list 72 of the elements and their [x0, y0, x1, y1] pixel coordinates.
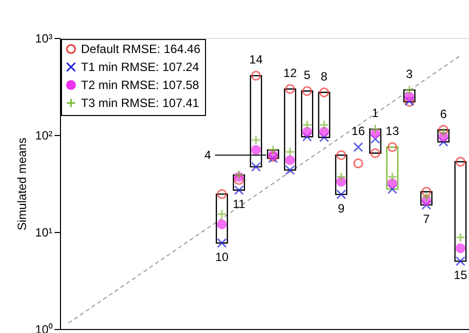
point	[404, 92, 414, 102]
point	[234, 185, 244, 196]
point	[319, 132, 330, 142]
point	[404, 85, 414, 95]
point	[387, 178, 398, 188]
annotation: 7	[423, 212, 430, 226]
point	[370, 148, 380, 158]
annotation: 5	[304, 68, 311, 82]
point	[319, 120, 330, 130]
bar	[420, 191, 432, 206]
annotation: 4	[204, 148, 212, 162]
y-tick-label: 10³	[35, 32, 53, 46]
legend-label: T1 min RMSE: 107.24	[81, 60, 200, 74]
point	[319, 87, 330, 98]
point	[216, 238, 227, 248]
point	[456, 156, 466, 167]
point	[251, 162, 261, 172]
point	[251, 145, 261, 155]
point	[438, 124, 448, 135]
bar	[454, 161, 467, 262]
annotation: 8	[320, 69, 328, 84]
legend-label: Default RMSE: 164.46	[81, 42, 201, 56]
point	[456, 232, 466, 242]
point	[370, 124, 380, 134]
point	[387, 142, 398, 152]
point	[251, 134, 261, 145]
point	[285, 155, 295, 166]
point	[456, 256, 466, 266]
legend-label: T2 min RMSE: 107.58	[81, 78, 200, 92]
bar	[335, 154, 348, 196]
point	[421, 186, 432, 197]
point	[285, 165, 295, 175]
point	[336, 176, 346, 187]
annotation: 3	[406, 67, 414, 81]
point	[387, 172, 398, 182]
annotation: 13	[386, 124, 400, 138]
bar	[216, 193, 228, 244]
point	[285, 84, 295, 94]
annotation: 12	[283, 66, 298, 80]
point	[285, 146, 295, 157]
point	[268, 145, 278, 155]
point	[353, 158, 364, 168]
point	[319, 126, 330, 137]
annotation: 16	[352, 124, 366, 138]
annotation: 15	[454, 268, 468, 282]
point	[336, 150, 346, 160]
annotation: 11	[232, 197, 246, 212]
bar	[386, 146, 398, 190]
bar	[437, 129, 450, 142]
point	[302, 120, 312, 130]
point	[216, 189, 227, 200]
point	[302, 86, 312, 96]
point	[302, 126, 312, 137]
annotation: 6	[440, 106, 448, 121]
point	[251, 70, 261, 81]
annotation: 10	[215, 250, 229, 264]
point	[456, 243, 466, 254]
point	[353, 142, 364, 152]
bar	[284, 88, 296, 171]
point	[216, 209, 227, 220]
bar	[301, 90, 314, 138]
y-axis-title: Simulated means	[15, 138, 30, 230]
legend-label: T3 min RMSE: 107.41	[81, 96, 200, 110]
annotation: 1	[372, 106, 379, 120]
point	[336, 189, 346, 200]
y-tick-label: 10²	[35, 128, 53, 142]
annotation: 14	[249, 52, 263, 67]
bar	[369, 128, 382, 154]
y-tick-label: 10¹	[35, 226, 53, 240]
point	[216, 219, 227, 230]
annotation: 9	[338, 201, 345, 216]
bar	[318, 92, 330, 138]
